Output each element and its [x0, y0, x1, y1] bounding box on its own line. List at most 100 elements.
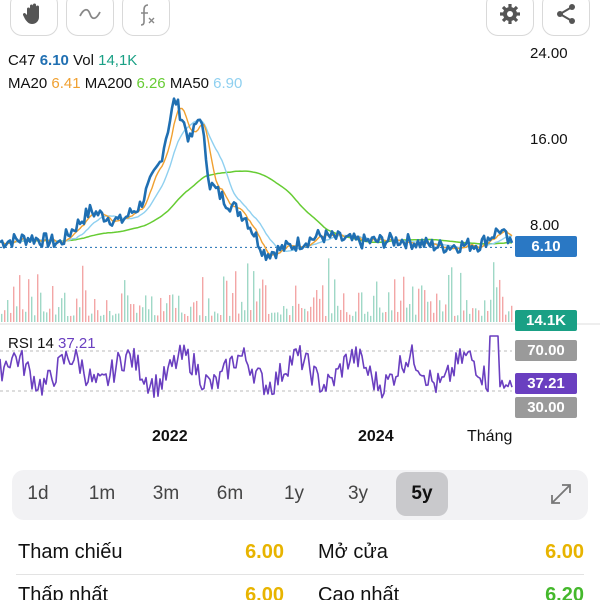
volume-bar	[49, 308, 51, 322]
volume-bar	[463, 310, 465, 322]
volume-bar	[244, 310, 246, 322]
volume-bar	[85, 290, 87, 322]
volume-bar	[292, 305, 294, 322]
volume-bar	[316, 290, 318, 322]
volume-bar	[229, 315, 231, 322]
price-chart[interactable]	[0, 40, 600, 420]
wave-tool-button[interactable]	[66, 0, 114, 36]
volume-bar	[184, 313, 186, 322]
volume-bar	[115, 313, 117, 322]
volume-bar	[238, 313, 240, 322]
volume-bar	[304, 308, 306, 322]
volume-bar	[487, 310, 489, 322]
volume-bar	[217, 313, 219, 322]
volume-bar	[157, 315, 159, 322]
volume-bar	[97, 310, 99, 322]
volume-bar	[151, 296, 153, 322]
volume-bar	[361, 292, 363, 322]
volume-bar	[289, 315, 291, 322]
volume-bar	[424, 290, 426, 322]
volume-bar	[496, 287, 498, 322]
volume-bar	[232, 293, 234, 322]
volume-bar	[10, 312, 12, 322]
volume-bar	[22, 309, 24, 322]
volume-bar	[427, 301, 429, 322]
volume-bar	[94, 298, 96, 322]
volume-bar	[355, 311, 357, 322]
settings-button[interactable]	[486, 0, 534, 36]
price-value: 6.10	[39, 52, 69, 69]
share-button[interactable]	[542, 0, 590, 36]
volume-bar	[295, 285, 297, 322]
ma200-label: MA200	[84, 75, 133, 92]
period-6m[interactable]: 6m	[216, 483, 244, 504]
volume-bar	[160, 297, 162, 322]
volume-bar	[400, 300, 402, 322]
hand-tool-button[interactable]	[10, 0, 58, 36]
volume-bar	[121, 293, 123, 322]
volume-bar	[379, 307, 381, 322]
period-1m[interactable]: 1m	[88, 483, 116, 504]
volume-bar	[133, 304, 135, 322]
volume-bar	[28, 279, 30, 322]
volume-bar	[346, 312, 348, 322]
volume-bar	[388, 292, 390, 322]
volume-bar	[250, 310, 252, 322]
volume-bar	[34, 315, 36, 322]
volume-bar	[31, 296, 33, 322]
volume-bar	[106, 300, 108, 322]
volume-bar	[412, 286, 414, 322]
volume-bar	[325, 315, 327, 322]
function-tool-button[interactable]	[122, 0, 170, 36]
expand-icon[interactable]	[548, 481, 574, 507]
volume-bar	[190, 306, 192, 322]
rsi-label: RSI 14	[8, 335, 54, 352]
volume-bar	[196, 300, 198, 322]
ma50-label: MA50	[169, 75, 209, 92]
volume-bar	[391, 310, 393, 322]
volume-bar	[256, 301, 258, 322]
volume-bar	[103, 314, 105, 322]
stat-label-reference: Tham chiếu	[18, 541, 123, 563]
volume-bar	[364, 313, 366, 322]
volume-bar	[223, 276, 225, 322]
volume-bar	[142, 307, 144, 322]
volume-bar	[52, 285, 54, 322]
volume-bar	[73, 315, 75, 322]
volume-bar	[508, 311, 510, 322]
volume-bar	[163, 311, 165, 322]
rsi-legend-value: 37.21	[58, 335, 96, 352]
period-3y[interactable]: 3y	[347, 483, 369, 504]
volume-bar	[511, 305, 513, 322]
volume-bar	[205, 315, 207, 322]
volume-bar	[484, 300, 486, 322]
volume-bar	[499, 279, 501, 322]
volume-bar	[253, 271, 255, 322]
volume-bar	[286, 308, 288, 322]
volume-bar	[4, 310, 6, 322]
rsi-line	[0, 335, 513, 399]
price-legend: C47 6.10 Vol 14,1K	[8, 52, 137, 69]
hand-icon	[22, 3, 39, 24]
stat-value-high: 6.20	[545, 584, 584, 600]
volume-bar	[61, 298, 63, 322]
period-selector	[12, 470, 588, 520]
volume-bar	[181, 312, 183, 322]
period-5y[interactable]: 5y	[396, 472, 448, 516]
stat-value-open: 6.00	[545, 541, 584, 563]
volume-bar	[454, 315, 456, 322]
volume-bar	[178, 295, 180, 322]
ma200-value: 6.26	[136, 75, 166, 92]
volume-bar	[268, 313, 270, 322]
volume-bar	[340, 309, 342, 322]
volume-bar	[55, 314, 57, 322]
volume-bar	[91, 313, 93, 322]
period-1y[interactable]: 1y	[283, 483, 305, 504]
period-1d[interactable]: 1d	[27, 483, 49, 504]
volume-bar	[406, 307, 408, 322]
period-3m[interactable]: 3m	[152, 483, 180, 504]
volume-bar	[307, 311, 309, 322]
volume-bar	[40, 292, 42, 322]
volume-bar	[220, 315, 222, 322]
rsi-low-badge: 30.00	[515, 397, 577, 418]
